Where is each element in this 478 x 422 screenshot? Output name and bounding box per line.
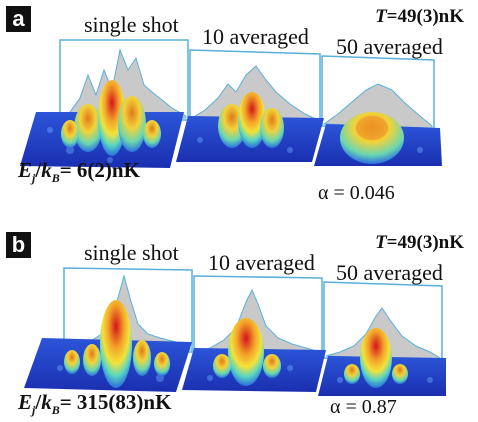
temperature-value: =49(3)nK xyxy=(386,6,464,27)
boltzmann-symbol: k xyxy=(41,390,52,414)
alpha-b: α = 0.87 xyxy=(330,396,397,418)
boltzmann-subscript: B xyxy=(51,171,60,186)
temperature-b: T=49(3)nK xyxy=(375,232,464,254)
peaks-10-a xyxy=(218,92,284,148)
peaks-50-b xyxy=(344,328,408,388)
label-50-averaged-b: 50 averaged xyxy=(336,260,443,285)
energy-symbol: E xyxy=(18,390,33,414)
peaks-single-b xyxy=(64,300,170,388)
profile-frame-50-a xyxy=(321,55,435,131)
alpha-a: α = 0.046 xyxy=(318,182,395,204)
energy-value: = 6(2)nK xyxy=(59,158,140,182)
panel-b-figure xyxy=(24,267,446,396)
label-single-shot-a: single shot xyxy=(84,12,179,37)
peaks-10-b xyxy=(213,318,281,386)
temperature-a: T=49(3)nK xyxy=(375,6,464,28)
panel-a-figure xyxy=(20,39,442,168)
energy-subscript: j xyxy=(32,403,36,418)
peaks-50-a xyxy=(340,112,404,164)
energy-value: = 315(83)nK xyxy=(59,390,172,414)
energy-symbol: E xyxy=(18,158,33,182)
label-10-averaged-b: 10 averaged xyxy=(208,250,315,275)
temperature-symbol: T xyxy=(375,6,387,27)
boltzmann-subscript: B xyxy=(51,403,60,418)
ratio-separator: / xyxy=(35,390,42,414)
boltzmann-symbol: k xyxy=(41,158,52,182)
energy-ratio-a: Ej/kB= 6(2)nK xyxy=(18,158,140,186)
panel-b: b single shot 10 averaged 50 averaged T=… xyxy=(0,228,478,422)
ratio-separator: / xyxy=(35,158,42,182)
label-10-averaged-a: 10 averaged xyxy=(202,24,309,49)
panel-a: a single shot 10 averaged 50 averaged T=… xyxy=(6,6,464,204)
label-single-shot-b: single shot xyxy=(84,240,179,265)
energy-subscript: j xyxy=(32,171,36,186)
temperature-value: =49(3)nK xyxy=(386,232,464,253)
profile-frame-10-b xyxy=(193,275,323,357)
temperature-symbol: T xyxy=(375,232,387,253)
label-50-averaged-a: 50 averaged xyxy=(336,34,443,59)
panel-tag-b: b xyxy=(6,232,31,258)
peaks-single-a xyxy=(61,80,161,156)
energy-ratio-b: Ej/kB= 315(83)nK xyxy=(18,390,171,418)
panel-tag-a: a xyxy=(6,6,31,32)
